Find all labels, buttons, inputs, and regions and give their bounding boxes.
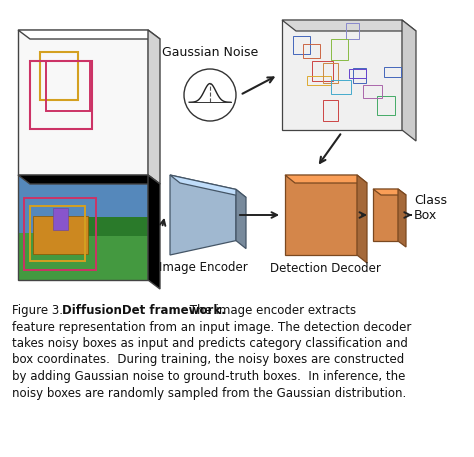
Polygon shape — [282, 20, 402, 130]
Text: box coordinates.  During training, the noisy boxes are constructed: box coordinates. During training, the no… — [12, 354, 404, 367]
Bar — [30, 206, 85, 261]
Bar — [24, 197, 96, 270]
Bar — [377, 96, 395, 115]
Polygon shape — [373, 189, 406, 195]
Polygon shape — [402, 20, 416, 141]
Polygon shape — [282, 20, 416, 31]
Bar — [346, 22, 359, 39]
Polygon shape — [18, 175, 160, 184]
Polygon shape — [398, 189, 406, 247]
Polygon shape — [148, 30, 160, 184]
Text: DiffusionDet framework.: DiffusionDet framework. — [62, 304, 226, 317]
Polygon shape — [236, 189, 246, 249]
Polygon shape — [18, 30, 148, 175]
Bar — [323, 100, 338, 121]
Polygon shape — [73, 217, 148, 236]
Bar — [33, 216, 88, 254]
Bar — [312, 61, 333, 80]
Text: takes noisy boxes as input and predicts category classification and: takes noisy boxes as input and predicts … — [12, 337, 408, 350]
Bar — [293, 36, 310, 54]
Bar — [363, 85, 382, 98]
Text: by adding Gaussian noise to ground-truth boxes.  In inference, the: by adding Gaussian noise to ground-truth… — [12, 370, 405, 383]
Bar — [53, 207, 68, 229]
Circle shape — [184, 69, 236, 121]
Polygon shape — [285, 175, 357, 255]
Polygon shape — [18, 175, 148, 233]
Text: Gaussian Noise: Gaussian Noise — [162, 46, 258, 58]
Polygon shape — [148, 175, 160, 289]
Text: Image Encoder: Image Encoder — [159, 261, 247, 275]
Bar — [46, 61, 90, 111]
Bar — [331, 39, 348, 60]
Bar — [384, 67, 401, 77]
Bar — [40, 52, 78, 100]
Polygon shape — [357, 175, 367, 263]
Bar — [307, 75, 331, 85]
Polygon shape — [170, 175, 236, 255]
Text: Detection Decoder: Detection Decoder — [270, 261, 381, 275]
Bar — [349, 69, 366, 78]
Bar — [323, 63, 338, 83]
Polygon shape — [373, 189, 398, 241]
Polygon shape — [285, 175, 367, 183]
Text: The image encoder extracts: The image encoder extracts — [186, 304, 356, 317]
Polygon shape — [170, 175, 246, 197]
Text: feature representation from an input image. The detection decoder: feature representation from an input ima… — [12, 320, 411, 334]
Bar — [353, 68, 366, 84]
Polygon shape — [18, 233, 148, 280]
Bar — [331, 80, 351, 94]
Bar — [303, 43, 320, 58]
Text: Figure 3.: Figure 3. — [12, 304, 71, 317]
Text: noisy boxes are randomly sampled from the Gaussian distribution.: noisy boxes are randomly sampled from th… — [12, 387, 406, 399]
Bar — [30, 61, 92, 128]
Text: Class
Box: Class Box — [414, 194, 447, 222]
Polygon shape — [18, 30, 160, 39]
